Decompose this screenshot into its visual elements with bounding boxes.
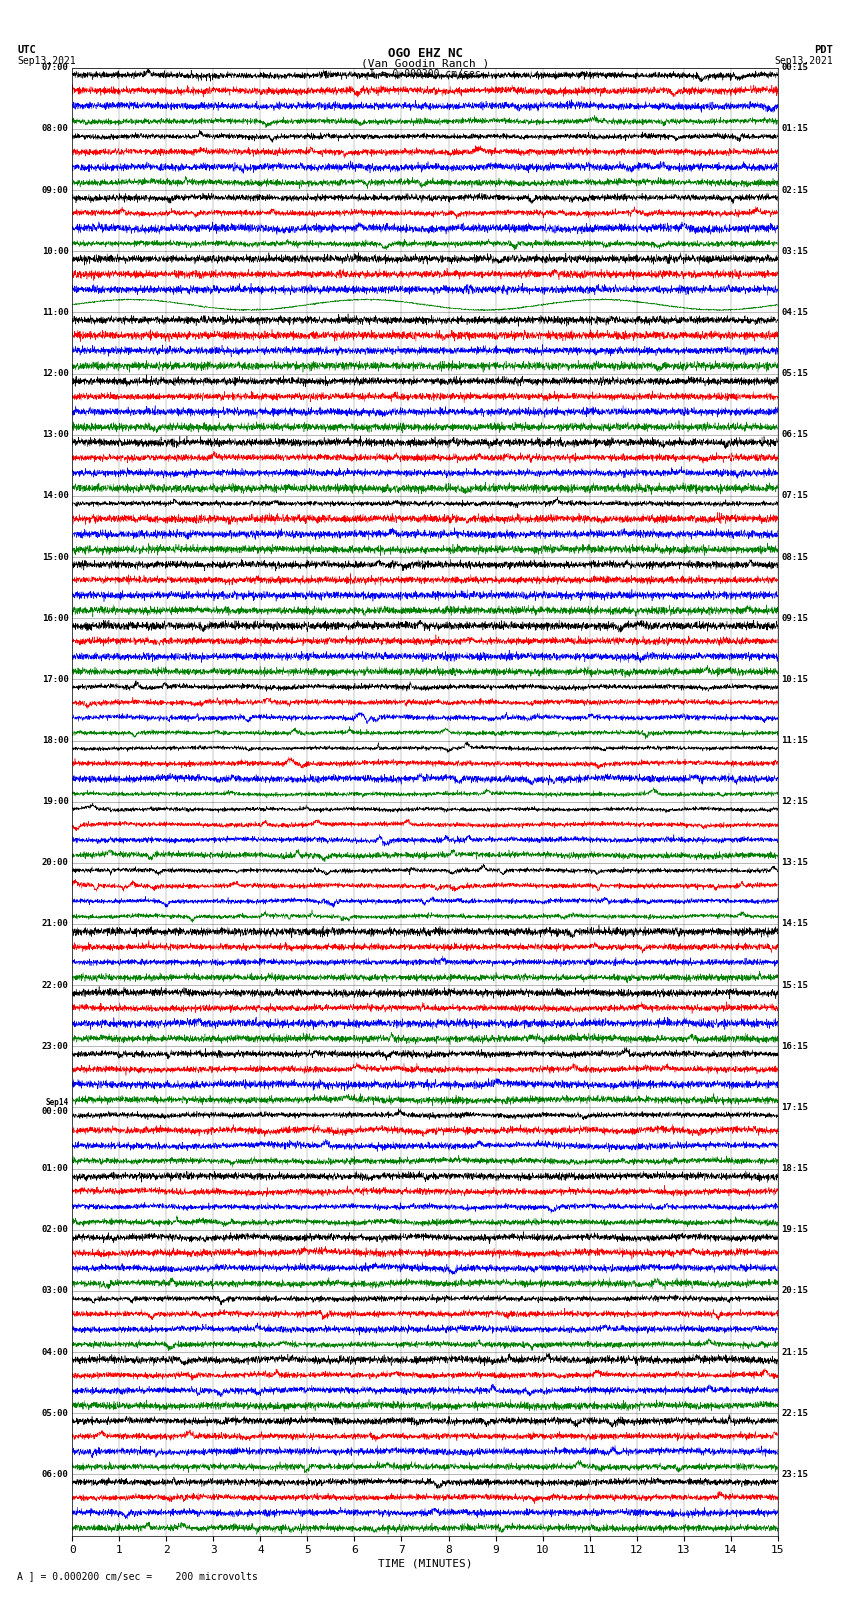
Text: 06:00: 06:00 bbox=[42, 1469, 69, 1479]
Text: A ] = 0.000200 cm/sec =    200 microvolts: A ] = 0.000200 cm/sec = 200 microvolts bbox=[17, 1571, 258, 1581]
Text: 02:00: 02:00 bbox=[42, 1226, 69, 1234]
Text: 14:15: 14:15 bbox=[781, 919, 808, 929]
Text: PDT: PDT bbox=[814, 45, 833, 55]
Text: 00:15: 00:15 bbox=[781, 63, 808, 73]
Text: 01:00: 01:00 bbox=[42, 1165, 69, 1173]
Text: 03:15: 03:15 bbox=[781, 247, 808, 256]
Text: 03:00: 03:00 bbox=[42, 1287, 69, 1295]
Text: 04:00: 04:00 bbox=[42, 1347, 69, 1357]
Text: 21:00: 21:00 bbox=[42, 919, 69, 929]
Text: 19:00: 19:00 bbox=[42, 797, 69, 806]
Text: 09:00: 09:00 bbox=[42, 185, 69, 195]
Text: Sep14: Sep14 bbox=[46, 1098, 69, 1108]
Text: 17:00: 17:00 bbox=[42, 674, 69, 684]
Text: 16:15: 16:15 bbox=[781, 1042, 808, 1050]
Text: 09:15: 09:15 bbox=[781, 613, 808, 623]
Text: 16:00: 16:00 bbox=[42, 613, 69, 623]
Text: 11:00: 11:00 bbox=[42, 308, 69, 316]
Text: 01:15: 01:15 bbox=[781, 124, 808, 134]
Text: 14:00: 14:00 bbox=[42, 492, 69, 500]
Text: Sep13,2021: Sep13,2021 bbox=[774, 56, 833, 66]
Text: 08:00: 08:00 bbox=[42, 124, 69, 134]
Text: 18:15: 18:15 bbox=[781, 1165, 808, 1173]
Text: 05:00: 05:00 bbox=[42, 1408, 69, 1418]
Text: I = 0.000200 cm/sec: I = 0.000200 cm/sec bbox=[369, 69, 481, 79]
Text: 11:15: 11:15 bbox=[781, 736, 808, 745]
Text: 06:15: 06:15 bbox=[781, 431, 808, 439]
Text: 02:15: 02:15 bbox=[781, 185, 808, 195]
Text: 04:15: 04:15 bbox=[781, 308, 808, 316]
Text: UTC: UTC bbox=[17, 45, 36, 55]
Text: 08:15: 08:15 bbox=[781, 553, 808, 561]
Text: 05:15: 05:15 bbox=[781, 369, 808, 377]
Text: 23:15: 23:15 bbox=[781, 1469, 808, 1479]
Text: 23:00: 23:00 bbox=[42, 1042, 69, 1050]
Text: 10:15: 10:15 bbox=[781, 674, 808, 684]
Text: 21:15: 21:15 bbox=[781, 1347, 808, 1357]
Text: 12:00: 12:00 bbox=[42, 369, 69, 377]
Text: 18:00: 18:00 bbox=[42, 736, 69, 745]
Text: 13:15: 13:15 bbox=[781, 858, 808, 868]
Text: (Van Goodin Ranch ): (Van Goodin Ranch ) bbox=[361, 58, 489, 68]
Text: 07:15: 07:15 bbox=[781, 492, 808, 500]
Text: 13:00: 13:00 bbox=[42, 431, 69, 439]
Text: 15:15: 15:15 bbox=[781, 981, 808, 990]
Text: 15:00: 15:00 bbox=[42, 553, 69, 561]
Text: 17:15: 17:15 bbox=[781, 1103, 808, 1111]
Text: 22:15: 22:15 bbox=[781, 1408, 808, 1418]
Text: 20:00: 20:00 bbox=[42, 858, 69, 868]
Text: 07:00: 07:00 bbox=[42, 63, 69, 73]
Text: 10:00: 10:00 bbox=[42, 247, 69, 256]
Text: OGO EHZ NC: OGO EHZ NC bbox=[388, 47, 462, 60]
X-axis label: TIME (MINUTES): TIME (MINUTES) bbox=[377, 1558, 473, 1568]
Text: 20:15: 20:15 bbox=[781, 1287, 808, 1295]
Text: 00:00: 00:00 bbox=[42, 1108, 69, 1116]
Text: Sep13,2021: Sep13,2021 bbox=[17, 56, 76, 66]
Text: 22:00: 22:00 bbox=[42, 981, 69, 990]
Text: 19:15: 19:15 bbox=[781, 1226, 808, 1234]
Text: 12:15: 12:15 bbox=[781, 797, 808, 806]
